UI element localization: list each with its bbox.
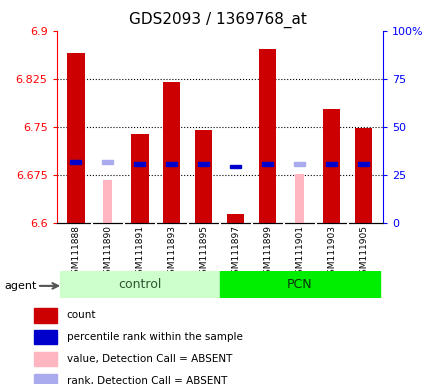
Text: GSM111899: GSM111899: [263, 225, 272, 280]
Bar: [70, 160, 81, 164]
Bar: [325, 162, 336, 166]
Text: GSM111895: GSM111895: [199, 225, 208, 280]
Bar: [131, 134, 148, 223]
Text: GSM111890: GSM111890: [103, 225, 112, 280]
Text: control: control: [118, 278, 161, 291]
Bar: [227, 214, 244, 223]
Bar: [357, 162, 368, 166]
Bar: [34, 330, 56, 344]
Bar: [293, 162, 305, 166]
Bar: [102, 160, 113, 164]
Bar: [34, 308, 56, 323]
Bar: [59, 271, 219, 298]
Text: count: count: [67, 310, 96, 321]
Bar: [261, 162, 273, 166]
Bar: [197, 162, 209, 166]
Bar: [34, 352, 56, 366]
Bar: [67, 53, 84, 223]
Bar: [166, 162, 177, 166]
Bar: [295, 174, 303, 223]
Bar: [103, 180, 112, 223]
Bar: [134, 162, 145, 166]
Text: rank, Detection Call = ABSENT: rank, Detection Call = ABSENT: [67, 376, 227, 384]
Text: GDS2093 / 1369768_at: GDS2093 / 1369768_at: [128, 12, 306, 28]
Text: percentile rank within the sample: percentile rank within the sample: [67, 332, 242, 342]
Text: GSM111905: GSM111905: [358, 225, 367, 280]
Text: GSM111888: GSM111888: [71, 225, 80, 280]
Bar: [162, 82, 180, 223]
Bar: [34, 374, 56, 384]
Text: PCN: PCN: [286, 278, 312, 291]
Text: agent: agent: [4, 281, 36, 291]
Text: value, Detection Call = ABSENT: value, Detection Call = ABSENT: [67, 354, 232, 364]
Text: GSM111891: GSM111891: [135, 225, 144, 280]
Text: GSM111893: GSM111893: [167, 225, 176, 280]
Bar: [230, 165, 241, 168]
Text: GSM111901: GSM111901: [294, 225, 303, 280]
Bar: [354, 128, 372, 223]
Bar: [322, 109, 340, 223]
Bar: [258, 49, 276, 223]
Bar: [194, 130, 212, 223]
Bar: [219, 271, 379, 298]
Text: GSM111897: GSM111897: [230, 225, 240, 280]
Text: GSM111903: GSM111903: [326, 225, 335, 280]
